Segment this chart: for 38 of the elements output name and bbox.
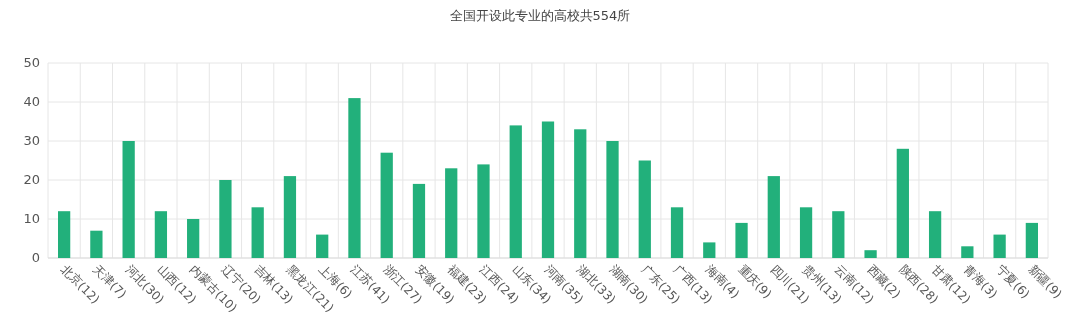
y-tick-label: 50 (23, 55, 40, 70)
bar (412, 183, 426, 258)
bar (896, 148, 909, 258)
y-tick-label: 20 (23, 172, 40, 187)
bar (993, 234, 1006, 258)
bar (380, 152, 393, 258)
bar (90, 230, 103, 258)
bar (606, 141, 619, 258)
bar (541, 121, 555, 258)
bar (574, 129, 587, 258)
bar (670, 207, 684, 258)
bar (638, 160, 651, 258)
bar (509, 125, 522, 258)
bar (58, 211, 71, 258)
bar (316, 234, 329, 258)
bar (251, 207, 264, 258)
bar (703, 242, 716, 258)
bar (219, 180, 232, 258)
bar (961, 246, 974, 258)
bar (477, 164, 490, 258)
bar (864, 250, 877, 258)
bar (122, 141, 135, 258)
bar (154, 211, 168, 258)
y-tick-label: 30 (23, 133, 40, 148)
bar (832, 211, 845, 258)
bar (187, 219, 200, 258)
bar (735, 222, 748, 258)
bar (767, 176, 780, 258)
bar (928, 211, 942, 258)
bar (283, 176, 297, 258)
y-tick-label: 10 (23, 211, 40, 226)
bar (445, 168, 458, 258)
chart-title: 全国开设此专业的高校共554所 (449, 8, 631, 23)
bar (1025, 222, 1038, 258)
y-tick-label: 40 (23, 94, 40, 109)
bar (348, 98, 361, 258)
bar (799, 207, 813, 258)
y-tick-label: 0 (31, 250, 40, 265)
